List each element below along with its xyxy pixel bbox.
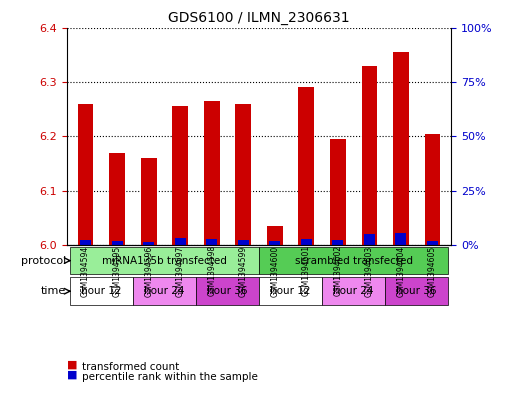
- Text: miRNA135b transfected: miRNA135b transfected: [102, 255, 227, 266]
- Bar: [330, 139, 346, 245]
- Text: hour 12: hour 12: [270, 286, 311, 296]
- Bar: [204, 101, 220, 245]
- Text: GSM1394601: GSM1394601: [302, 245, 311, 296]
- Title: GDS6100 / ILMN_2306631: GDS6100 / ILMN_2306631: [168, 11, 350, 25]
- Text: ■: ■: [67, 369, 77, 379]
- Bar: [332, 240, 343, 245]
- Bar: [269, 241, 280, 245]
- Bar: [78, 104, 93, 245]
- Text: ■: ■: [67, 360, 77, 369]
- Bar: [427, 241, 438, 245]
- Text: scrambled transfected: scrambled transfected: [294, 255, 412, 266]
- FancyBboxPatch shape: [322, 277, 385, 305]
- Bar: [301, 239, 312, 245]
- Bar: [112, 241, 123, 245]
- Bar: [141, 158, 156, 245]
- FancyBboxPatch shape: [70, 277, 133, 305]
- Bar: [299, 87, 314, 245]
- Bar: [425, 134, 440, 245]
- FancyBboxPatch shape: [196, 277, 259, 305]
- Bar: [235, 104, 251, 245]
- Text: GSM1394598: GSM1394598: [207, 245, 216, 296]
- Text: GSM1394594: GSM1394594: [81, 245, 90, 297]
- Bar: [364, 234, 375, 245]
- Text: GSM1394599: GSM1394599: [239, 245, 248, 297]
- Text: hour 36: hour 36: [207, 286, 248, 296]
- Bar: [172, 107, 188, 245]
- Text: percentile rank within the sample: percentile rank within the sample: [82, 372, 258, 382]
- FancyBboxPatch shape: [259, 277, 322, 305]
- Text: protocol: protocol: [21, 255, 66, 266]
- Bar: [238, 240, 249, 245]
- Text: hour 24: hour 24: [333, 286, 374, 296]
- Bar: [143, 242, 154, 245]
- Text: GSM1394600: GSM1394600: [270, 245, 280, 297]
- Bar: [80, 240, 91, 245]
- Bar: [267, 226, 283, 245]
- FancyBboxPatch shape: [70, 247, 259, 274]
- Text: GSM1394602: GSM1394602: [333, 245, 342, 296]
- Text: hour 36: hour 36: [397, 286, 437, 296]
- Text: GSM1394605: GSM1394605: [428, 245, 437, 297]
- Text: GSM1394596: GSM1394596: [144, 245, 153, 297]
- Text: GSM1394603: GSM1394603: [365, 245, 374, 297]
- Bar: [396, 233, 406, 245]
- Text: hour 12: hour 12: [81, 286, 122, 296]
- Bar: [206, 239, 218, 245]
- Bar: [109, 153, 125, 245]
- Bar: [362, 66, 378, 245]
- Text: transformed count: transformed count: [82, 362, 180, 373]
- FancyBboxPatch shape: [259, 247, 448, 274]
- FancyBboxPatch shape: [385, 277, 448, 305]
- Text: GSM1394597: GSM1394597: [176, 245, 185, 297]
- Text: hour 24: hour 24: [144, 286, 185, 296]
- Text: time: time: [41, 286, 66, 296]
- Text: GSM1394604: GSM1394604: [397, 245, 405, 297]
- Bar: [393, 52, 409, 245]
- Text: GSM1394595: GSM1394595: [113, 245, 122, 297]
- Bar: [175, 238, 186, 245]
- FancyBboxPatch shape: [133, 277, 196, 305]
